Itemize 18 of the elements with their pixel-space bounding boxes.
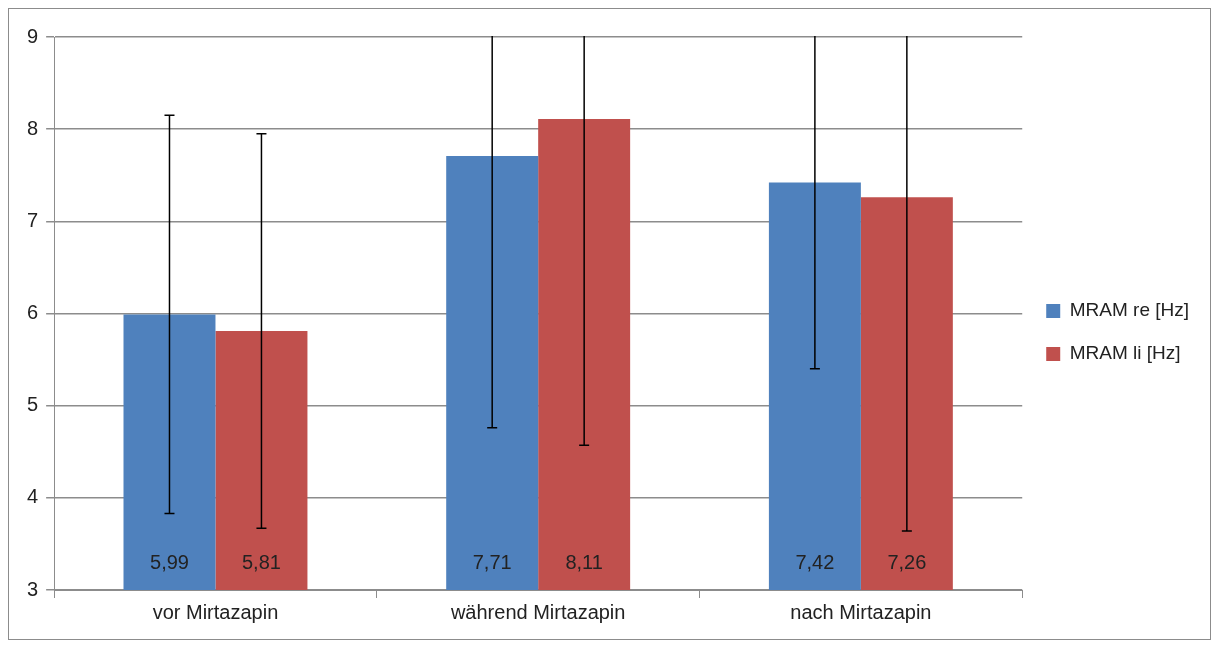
data-label: 7,26	[887, 550, 927, 573]
y-tick-label: 3	[27, 577, 39, 600]
x-tick-label: nach Mirtazapin	[790, 600, 932, 623]
data-label: 8,11	[565, 550, 603, 573]
data-label: 5,99	[150, 550, 189, 573]
legend-label: MRAM li [Hz]	[1069, 342, 1181, 364]
data-label: 5,81	[241, 550, 281, 573]
y-tick-label: 6	[27, 301, 39, 324]
data-label: 7,71	[472, 550, 512, 573]
legend-label: MRAM re [Hz]	[1069, 299, 1189, 321]
y-tick-label: 7	[27, 208, 39, 231]
y-tick-label: 4	[27, 485, 39, 508]
data-label: 7,42	[795, 550, 835, 573]
y-tick-label: 9	[27, 24, 39, 47]
x-tick-label: während Mirtazapin	[449, 600, 626, 623]
x-tick-label: vor Mirtazapin	[152, 600, 279, 623]
y-tick-label: 8	[27, 116, 39, 139]
y-tick-label: 5	[27, 393, 39, 416]
